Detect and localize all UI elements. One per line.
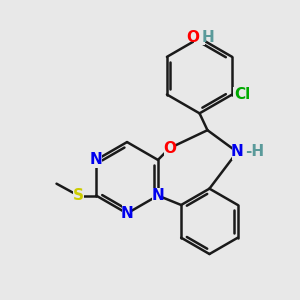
- Bar: [233, 87, 251, 102]
- Text: O: O: [163, 140, 176, 155]
- Text: S: S: [73, 188, 84, 203]
- Text: N: N: [90, 152, 103, 167]
- Bar: [194, 29, 205, 45]
- Bar: [91, 152, 102, 168]
- Bar: [73, 188, 84, 203]
- Text: O: O: [187, 30, 200, 45]
- Text: Cl: Cl: [234, 87, 250, 102]
- Text: N: N: [231, 145, 244, 160]
- Bar: [122, 206, 133, 221]
- Text: H: H: [202, 30, 214, 45]
- Text: N: N: [152, 188, 164, 203]
- Text: N: N: [121, 206, 134, 221]
- Bar: [237, 144, 253, 160]
- Text: -H: -H: [245, 145, 264, 160]
- Bar: [164, 140, 175, 156]
- Bar: [232, 144, 243, 160]
- Bar: [152, 188, 164, 203]
